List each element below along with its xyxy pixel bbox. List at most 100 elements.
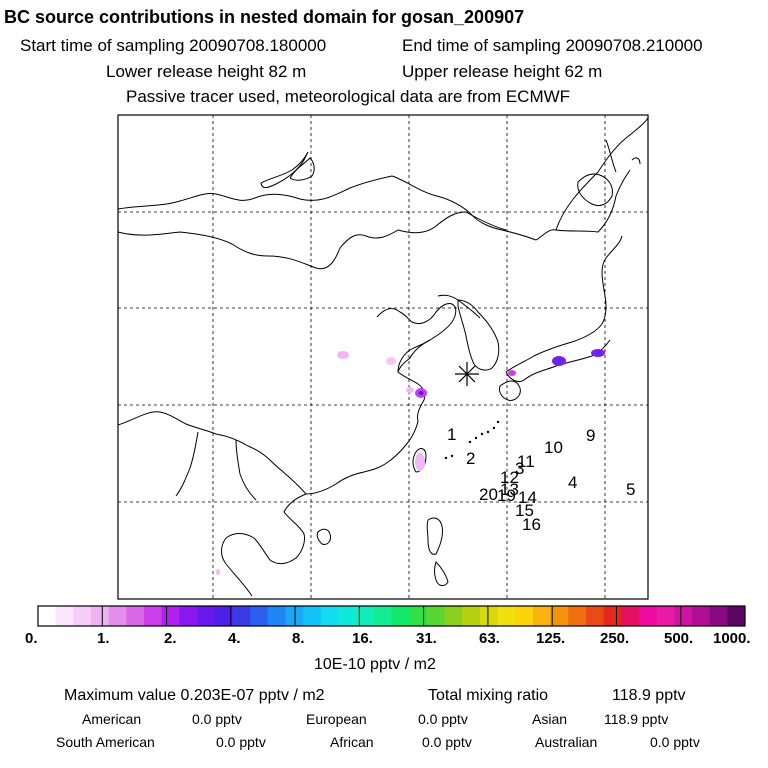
colorbar-swatch bbox=[603, 606, 622, 626]
map-gridlines bbox=[118, 115, 648, 599]
trajectory-label: 12 bbox=[500, 468, 519, 487]
colorbar-swatch bbox=[409, 606, 428, 626]
colorbar-swatch bbox=[320, 606, 339, 626]
australian-value: 0.0 pptv bbox=[650, 734, 700, 750]
colorbar-swatch bbox=[497, 606, 516, 626]
colorbar-swatch bbox=[356, 606, 375, 626]
trajectory-label: 14 bbox=[518, 488, 537, 507]
colorbar-swatch bbox=[532, 606, 551, 626]
source-blob bbox=[386, 357, 396, 365]
trajectory-label: 1 bbox=[447, 425, 456, 444]
south-american-label: South American bbox=[56, 734, 155, 750]
colorbar-border bbox=[37, 605, 746, 627]
colorbar-swatch bbox=[391, 606, 410, 626]
colorbar-swatch bbox=[656, 606, 675, 626]
colorbar-unit: 10E-10 pptv / m2 bbox=[314, 656, 436, 673]
trajectory-label: 16 bbox=[522, 515, 541, 534]
receptor-star-marker bbox=[455, 362, 479, 386]
colorbar-swatch bbox=[144, 606, 163, 626]
european-label: European bbox=[306, 711, 367, 727]
colorbar-tick-label: 500. bbox=[664, 630, 694, 647]
colorbar-swatch bbox=[373, 606, 392, 626]
trajectory-label: 19 bbox=[497, 486, 516, 505]
colorbar-swatch bbox=[55, 606, 74, 626]
tracer-note: Passive tracer used, meteorological data… bbox=[126, 87, 571, 106]
american-value: 0.0 pptv bbox=[192, 711, 242, 727]
colorbar-swatch bbox=[727, 606, 746, 626]
colorbar-swatch bbox=[197, 606, 216, 626]
african-value: 0.0 pptv bbox=[422, 734, 472, 750]
colorbar-swatch bbox=[444, 606, 463, 626]
source-blob bbox=[595, 351, 601, 355]
colorbar-swatch bbox=[550, 606, 569, 626]
american-label: American bbox=[82, 711, 142, 727]
maximum-value: Maximum value 0.203E-07 pptv / m2 bbox=[64, 687, 325, 704]
south-american-value: 0.0 pptv bbox=[216, 734, 266, 750]
colorbar-swatch bbox=[38, 606, 57, 626]
colorbar-swatch bbox=[426, 606, 445, 626]
colorbar-tick-label: 0. bbox=[25, 630, 38, 647]
colorbar-tick-label: 16. bbox=[352, 630, 373, 647]
trajectory-label: 10 bbox=[544, 438, 563, 457]
colorbar-swatch bbox=[515, 606, 534, 626]
colorbar-swatch bbox=[108, 606, 127, 626]
colorbar-tick-label: 63. bbox=[479, 630, 500, 647]
colorbar-swatch bbox=[462, 606, 481, 626]
colorbar-swatch bbox=[232, 606, 251, 626]
colorbar-tick-label: 4. bbox=[228, 630, 241, 647]
colorbar-swatch bbox=[638, 606, 658, 626]
european-value: 0.0 pptv bbox=[418, 711, 468, 727]
trajectory-label: 3 bbox=[515, 459, 524, 478]
asian-value: 118.9 pptv bbox=[604, 711, 669, 727]
source-blob bbox=[216, 569, 220, 575]
colorbar-swatch bbox=[267, 606, 286, 626]
source-blob bbox=[418, 391, 424, 395]
source-blob bbox=[415, 453, 425, 471]
map-frame bbox=[117, 114, 649, 600]
african-label: African bbox=[330, 734, 374, 750]
colorbar-swatch bbox=[709, 606, 728, 626]
colorbar-swatch bbox=[691, 606, 711, 626]
colorbar-tick-label: 8. bbox=[292, 630, 305, 647]
colorbar-swatch bbox=[214, 606, 233, 626]
colorbar-swatch bbox=[303, 606, 322, 626]
colorbar-swatch bbox=[674, 606, 693, 626]
total-mixing-label: Total mixing ratio bbox=[428, 687, 549, 704]
trajectory-label: 11 bbox=[517, 452, 535, 471]
colorbar-swatch bbox=[91, 606, 110, 626]
total-mixing-value: 118.9 pptv bbox=[612, 687, 686, 704]
trajectory-label: 13 bbox=[500, 480, 519, 499]
trajectory-label: 20 bbox=[479, 485, 498, 504]
trajectory-label: 9 bbox=[586, 426, 595, 445]
colorbar-swatch bbox=[285, 606, 304, 626]
colorbar-swatch bbox=[126, 606, 145, 626]
source-blob bbox=[556, 358, 562, 364]
colorbar-tick-label: 1000. bbox=[713, 630, 751, 647]
start-time-label: Start time of sampling 20090708.180000 bbox=[20, 36, 327, 55]
colorbar-swatch bbox=[621, 606, 640, 626]
plot-title: BC source contributions in nested domain… bbox=[4, 7, 525, 27]
coastlines bbox=[117, 117, 649, 597]
colorbar-swatch bbox=[568, 606, 587, 626]
colorbar-tick-label: 125. bbox=[536, 630, 566, 647]
colorbar-swatch bbox=[250, 606, 269, 626]
colorbar-tick-label: 31. bbox=[416, 630, 437, 647]
trajectory-label: 2 bbox=[466, 449, 475, 468]
end-time-label: End time of sampling 20090708.210000 bbox=[402, 36, 703, 55]
colorbar-swatch bbox=[73, 606, 92, 626]
trajectory-label: 4 bbox=[568, 473, 577, 492]
colorbar-swatch bbox=[479, 606, 498, 626]
asian-label: Asian bbox=[532, 711, 568, 727]
lower-release-label: Lower release height 82 m bbox=[106, 62, 307, 81]
australian-label: Australian bbox=[535, 734, 598, 750]
colorbar-tick-label: 2. bbox=[164, 630, 177, 647]
source-blob bbox=[508, 370, 516, 376]
ryukyu-islands bbox=[444, 420, 500, 460]
colorbar-swatch bbox=[585, 606, 604, 626]
trajectory-label: 5 bbox=[626, 480, 635, 499]
source-blob bbox=[337, 351, 349, 359]
colorbar-tick-label: 1. bbox=[97, 630, 110, 647]
concentration-blobs bbox=[216, 349, 605, 575]
colorbar-swatch bbox=[338, 606, 357, 626]
